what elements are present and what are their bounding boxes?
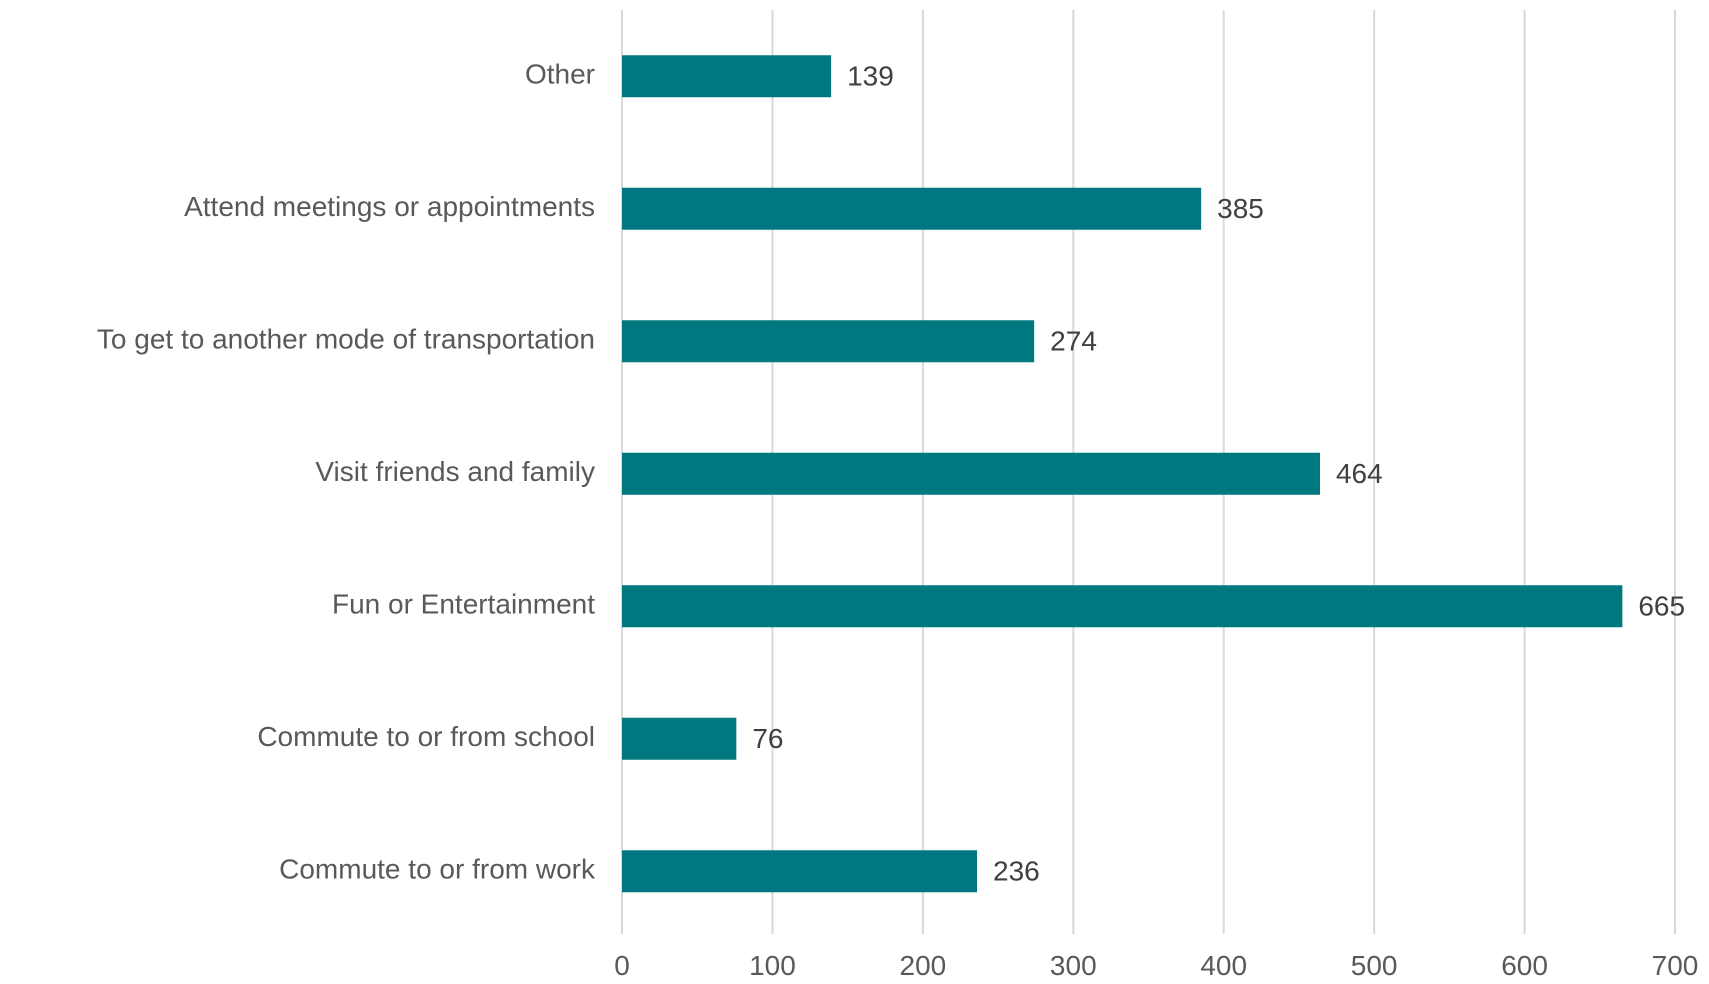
data-label: 236: [993, 856, 1040, 887]
category-label: Attend meetings or appointments: [184, 191, 595, 222]
x-tick-label: 400: [1200, 950, 1247, 981]
bar: [622, 717, 737, 760]
data-label: 274: [1050, 326, 1097, 357]
x-tick-label: 0: [614, 950, 630, 981]
x-axis-ticks: 0 100 200 300 400 500 600 700: [614, 950, 1698, 981]
data-label: 665: [1638, 591, 1685, 622]
bar: [622, 850, 978, 893]
category-label: Commute to or from work: [279, 854, 596, 885]
bars: [622, 55, 1623, 893]
value-labels: 139 385 274 464 665 76 236: [752, 61, 1685, 887]
x-tick-label: 500: [1351, 950, 1398, 981]
category-label: Commute to or from school: [257, 721, 595, 752]
bar: [622, 320, 1035, 363]
category-label: To get to another mode of transportation: [97, 324, 595, 355]
data-label: 464: [1336, 458, 1383, 489]
category-label: Fun or Entertainment: [332, 589, 595, 620]
category-labels: Other Attend meetings or appointments To g…: [97, 59, 596, 885]
data-label: 76: [752, 723, 783, 754]
x-tick-label: 300: [1050, 950, 1097, 981]
x-tick-label: 600: [1501, 950, 1548, 981]
category-label: Visit friends and family: [315, 456, 595, 487]
category-label: Other: [525, 59, 595, 90]
x-tick-label: 100: [749, 950, 796, 981]
bar: [622, 55, 832, 98]
x-tick-label: 200: [900, 950, 947, 981]
data-label: 139: [847, 61, 894, 92]
data-label: 385: [1217, 193, 1264, 224]
x-tick-label: 700: [1652, 950, 1699, 981]
bar: [622, 187, 1202, 230]
bar: [622, 585, 1623, 628]
bar: [622, 452, 1320, 495]
